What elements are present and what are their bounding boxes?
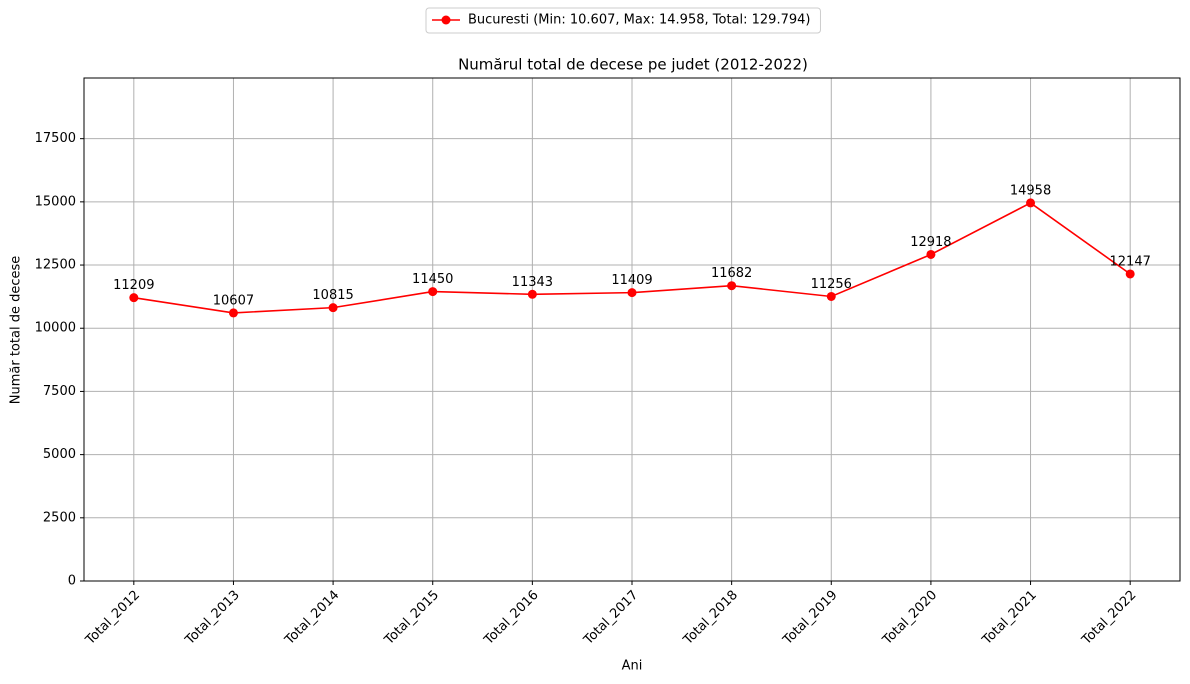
chart-title: Numărul total de decese pe judet (2012-2… [458, 56, 808, 74]
x-tick-label: Total_2017 [581, 588, 642, 649]
y-tick-label: 15000 [35, 194, 76, 209]
data-label: 10607 [213, 293, 254, 308]
y-tick-label: 10000 [35, 321, 76, 336]
data-label: 11682 [711, 266, 752, 281]
plot-frame [83, 77, 1181, 582]
x-tick-label: Total_2012 [82, 588, 143, 649]
y-tick-label: 17500 [35, 131, 76, 146]
marker [826, 291, 836, 301]
y-tick-label: 7500 [43, 384, 76, 399]
x-tick-label: Total_2020 [879, 588, 940, 649]
data-label: 14958 [1010, 183, 1051, 198]
marker [428, 287, 438, 297]
legend-marker [441, 15, 451, 25]
marker [727, 281, 737, 291]
marker [926, 249, 936, 259]
marker [1125, 269, 1135, 279]
legend: Bucuresti (Min: 10.607, Max: 14.958, Tot… [425, 7, 821, 34]
marker [129, 293, 139, 303]
y-axis-label: Număr total de decese [9, 256, 24, 404]
y-tick-label: 5000 [43, 447, 76, 462]
y-tick-label: 12500 [35, 258, 76, 273]
x-tick-label: Total_2022 [1079, 588, 1140, 649]
marker [228, 308, 238, 318]
data-label: 12147 [1110, 254, 1151, 269]
x-axis-label: Ani [622, 659, 643, 674]
data-label: 10815 [312, 288, 353, 303]
x-tick-label: Total_2015 [381, 588, 442, 649]
marker [527, 289, 537, 299]
marker [1026, 198, 1036, 208]
x-tick-label: Total_2019 [780, 588, 841, 649]
x-tick-label: Total_2021 [979, 588, 1040, 649]
data-label: 11209 [113, 278, 154, 293]
data-label: 11409 [611, 273, 652, 288]
y-tick-label: 0 [68, 574, 76, 589]
data-label: 11343 [512, 275, 553, 290]
x-tick-label: Total_2013 [182, 588, 243, 649]
y-tick-label: 2500 [43, 510, 76, 525]
x-tick-label: Total_2018 [680, 588, 741, 649]
x-tick-label: Total_2016 [481, 588, 542, 649]
legend-box [425, 7, 821, 34]
data-label: 11256 [811, 277, 852, 292]
data-label: 11450 [412, 272, 453, 287]
marker [328, 303, 338, 313]
legend-label: Bucuresti (Min: 10.607, Max: 14.958, Tot… [468, 13, 810, 28]
marker [627, 288, 637, 298]
x-tick-label: Total_2014 [282, 588, 343, 649]
data-label: 12918 [910, 235, 951, 250]
